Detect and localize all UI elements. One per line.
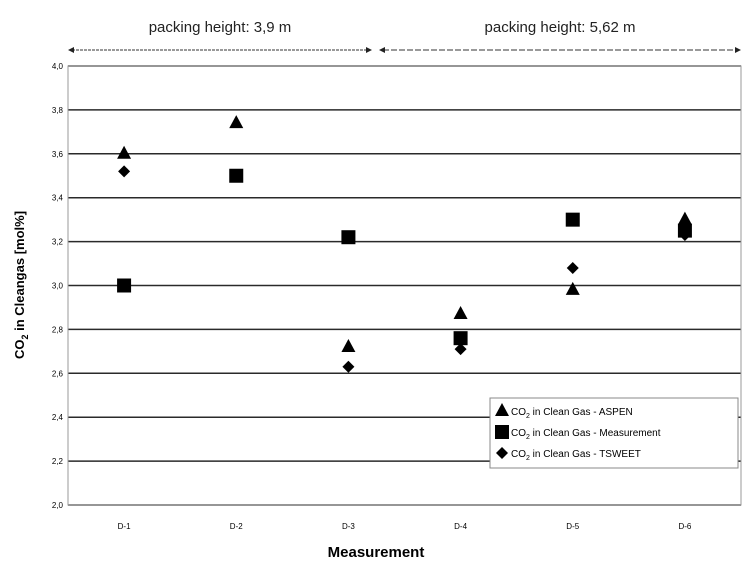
y-tick-label: 2,4 [52,413,64,422]
triangle-marker [341,338,356,352]
y-tick-label: 2,2 [52,457,64,466]
arrow-head-right [366,47,372,53]
legend-square-marker [495,425,509,439]
triangle-marker [453,306,468,320]
y-axis-label: CO2 in Cleangas [mol%] [12,211,30,359]
annotation-label: packing height: 5,62 m [485,19,636,36]
diamond-marker [566,261,579,274]
arrow-head-right [735,47,741,53]
y-tick-label: 3,4 [52,194,64,203]
diamond-marker [118,165,131,178]
legend-entry-label: CO2 in Clean Gas - TSWEET [511,449,641,462]
y-tick-label: 2,0 [52,501,64,510]
square-marker [117,278,132,293]
x-tick-label: D-4 [454,522,467,531]
square-marker [565,212,580,227]
y-tick-label: 3,0 [52,282,64,291]
legend-box [489,397,739,469]
x-tick-labels: D-1 D-2 D-3 D-4 D-5 D-6 [118,522,692,531]
arrow-head-left [379,47,385,53]
data-markers [117,115,692,373]
triangle-marker [117,145,132,159]
annotation-label: packing height: 3,9 m [149,19,292,36]
square-marker [341,230,356,245]
x-tick-label: D-1 [118,522,131,531]
x-tick-label: D-5 [566,522,579,531]
y-tick-label: 3,8 [52,106,64,115]
triangle-marker [565,281,580,295]
y-tick-label: 2,6 [52,369,64,378]
triangle-marker [677,211,692,225]
legend: CO2 in Clean Gas - ASPEN CO2 in Clean Gas… [489,397,739,469]
diamond-marker [678,229,691,242]
x-tick-label: D-3 [342,522,355,531]
y-tick-label: 3,6 [52,150,64,159]
x-axis-label: Measurement [328,544,425,561]
y-tick-label: 4,0 [52,62,64,71]
legend-entry-label: CO2 in Clean Gas - ASPEN [511,407,633,420]
packing-height-annotations: packing height: 3,9 m packing height: 5,6… [68,19,741,53]
square-marker [229,168,244,183]
plot-area-frame [67,65,742,506]
y-tick-labels: 2,0 2,2 2,4 2,6 2,8 3,0 3,2 3,4 3,6 3,8 4,0 [52,62,64,510]
diamond-marker [454,343,467,356]
legend-diamond-marker [496,447,508,459]
y-tick-label: 2,8 [52,325,64,334]
x-tick-label: D-6 [678,522,691,531]
y-tick-label: 3,2 [52,238,64,247]
legend-triangle-marker [495,403,509,416]
legend-entry-label: CO2 in Clean Gas - Measurement [511,428,661,441]
triangle-marker [229,115,244,129]
square-marker [453,331,468,346]
diamond-marker [342,360,355,373]
legend-entries: CO2 in Clean Gas - ASPEN CO2 in Clean Gas… [495,403,661,462]
x-tick-label: D-2 [230,522,243,531]
arrow-head-left [68,47,74,53]
